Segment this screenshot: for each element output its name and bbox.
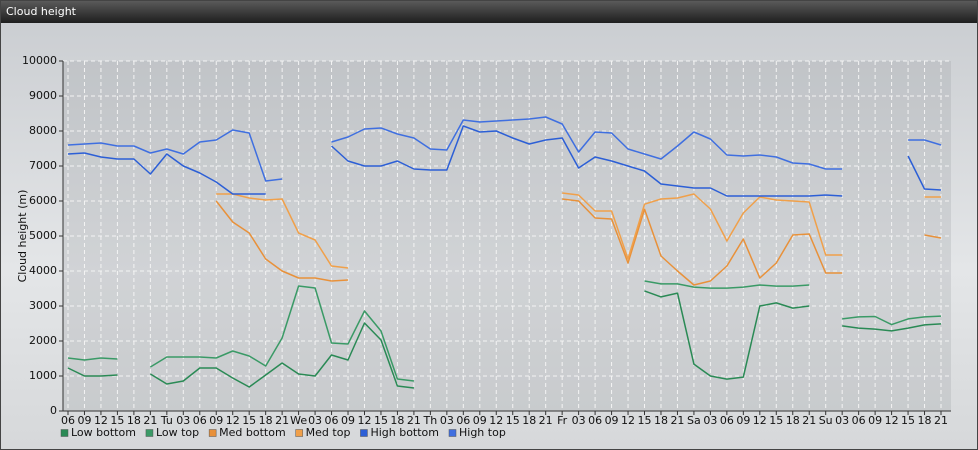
legend-item[interactable]: Low bottom (60, 426, 136, 439)
x-tick-label: 18 (918, 414, 932, 427)
x-tick-label: Th (423, 414, 438, 427)
x-tick-label: 03 (176, 414, 190, 427)
x-tick-label: 21 (275, 414, 289, 427)
y-tick-label: 7000 (29, 159, 57, 172)
series-line (67, 280, 942, 382)
legend-swatch (208, 429, 217, 437)
x-tick-label: 12 (226, 414, 240, 427)
legend-label: Med bottom (219, 426, 286, 439)
x-tick-label: 12 (885, 414, 899, 427)
x-tick-label: 06 (193, 414, 207, 427)
legend-label: Low top (156, 426, 199, 439)
x-tick-label: 06 (588, 414, 602, 427)
y-tick-label: 4000 (29, 264, 57, 277)
x-tick-label: 18 (259, 414, 273, 427)
x-tick-label: 18 (390, 414, 404, 427)
x-tick-label: 03 (308, 414, 322, 427)
x-tick-label: 06 (325, 414, 339, 427)
legend-item[interactable]: Med top (295, 426, 351, 439)
x-tick-label: 21 (670, 414, 684, 427)
x-tick-label: 21 (934, 414, 948, 427)
legend-label: Low bottom (71, 426, 136, 439)
series-line (216, 192, 941, 269)
legend-swatch (448, 429, 457, 437)
x-tick-label: 03 (572, 414, 586, 427)
x-tick-label: 15 (374, 414, 388, 427)
y-tick-label: 9000 (29, 89, 57, 102)
y-tick-label: 5000 (29, 229, 57, 242)
x-tick-label: 12 (94, 414, 108, 427)
x-tick-label: Sa (687, 414, 701, 427)
x-tick-label: 03 (703, 414, 717, 427)
window-title: Cloud height (1, 1, 977, 23)
legend-label: Med top (306, 426, 351, 439)
legend-swatch (295, 429, 303, 437)
legend-swatch (360, 429, 368, 437)
x-tick-label: 09 (605, 414, 619, 427)
x-tick-label: 12 (621, 414, 635, 427)
y-axis-label: Cloud height (m) (16, 190, 29, 283)
x-tick-label: 12 (489, 414, 503, 427)
legend-swatch (145, 429, 154, 437)
y-tick-label: 0 (50, 404, 57, 417)
series-line (215, 198, 942, 286)
x-tick-label: 09 (77, 414, 91, 427)
x-tick-label: 15 (506, 414, 520, 427)
x-tick-label: 12 (753, 414, 767, 427)
chart: Cloud height (m) 0 1000 2000 3000 4000 5000 60… (16, 54, 951, 439)
x-tick-label: 06 (456, 414, 470, 427)
x-tick-label: 15 (769, 414, 783, 427)
legend-item[interactable]: Med bottom (208, 426, 286, 439)
x-tick-label: 15 (242, 414, 256, 427)
x-tick-label: 18 (786, 414, 800, 427)
legend-item[interactable]: High top (448, 426, 506, 439)
x-tick-label: 21 (802, 414, 816, 427)
x-tick-label: 21 (407, 414, 421, 427)
y-tick-label: 6000 (29, 194, 57, 207)
series-line (67, 125, 942, 197)
x-tick-label: 15 (638, 414, 652, 427)
series-line (67, 116, 942, 182)
x-tick-label: 06 (720, 414, 734, 427)
y-tick-label: 8000 (29, 124, 57, 137)
legend-label: High top (459, 426, 506, 439)
series-line (67, 290, 942, 389)
x-tick-label: 09 (473, 414, 487, 427)
x-tick-label: 15 (901, 414, 915, 427)
x-tick-label: 15 (110, 414, 124, 427)
x-tick-label: 09 (209, 414, 223, 427)
x-tick-label: Tu (160, 414, 173, 427)
y-tick-label: 10000 (22, 54, 57, 67)
x-tick-label: 09 (736, 414, 750, 427)
legend-item[interactable]: Low top (145, 426, 199, 439)
y-tick-label: 3000 (29, 299, 57, 312)
y-tick-label: 2000 (29, 334, 57, 347)
x-tick-label: 06 (852, 414, 866, 427)
x-tick-label: 18 (654, 414, 668, 427)
legend-swatch (60, 429, 69, 437)
x-tick-label: 03 (440, 414, 454, 427)
x-tick-label: Fr (557, 414, 568, 427)
x-tick-label: We (290, 414, 307, 427)
x-tick-label: 09 (868, 414, 882, 427)
legend-label: High bottom (370, 426, 439, 439)
x-tick-label: 06 (61, 414, 75, 427)
x-tick-label: Su (819, 414, 833, 427)
y-tick-label: 1000 (29, 369, 57, 382)
x-tick-label: 03 (835, 414, 849, 427)
x-tick-label: 18 (522, 414, 536, 427)
x-tick-label: 09 (341, 414, 355, 427)
x-tick-label: 12 (357, 414, 371, 427)
x-tick-label: 18 (127, 414, 141, 427)
legend-item[interactable]: High bottom (360, 426, 439, 439)
x-tick-label: 21 (539, 414, 553, 427)
x-tick-label: 21 (143, 414, 157, 427)
